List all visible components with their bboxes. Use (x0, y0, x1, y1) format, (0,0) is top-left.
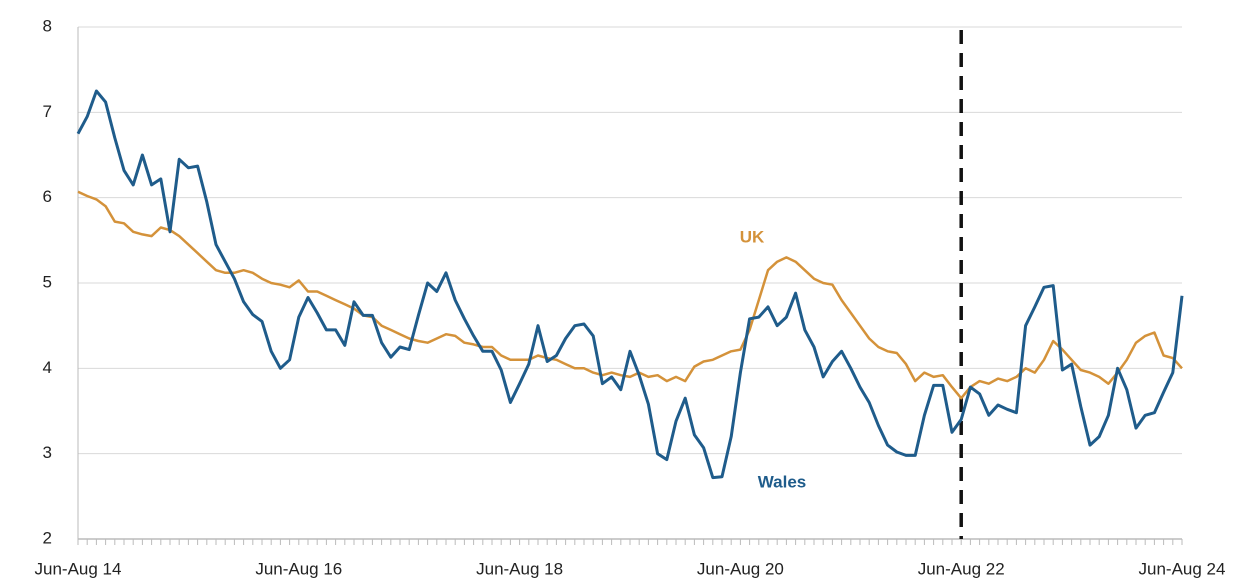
series-label: Wales (758, 472, 807, 491)
x-tick-label: Jun-Aug 14 (35, 559, 122, 578)
y-tick-label: 2 (43, 528, 52, 547)
x-tick-label: Jun-Aug 18 (476, 559, 563, 578)
series-line (77, 190, 1183, 400)
x-tick-label: Jun-Aug 20 (697, 559, 784, 578)
x-tick-label: Jun-Aug 16 (255, 559, 342, 578)
y-tick-label: 6 (43, 187, 52, 206)
series-label: UK (740, 227, 765, 246)
x-tick-label: Jun-Aug 24 (1139, 559, 1226, 578)
x-tick-label: Jun-Aug 22 (918, 559, 1005, 578)
y-tick-label: 3 (43, 443, 52, 462)
series-line (76, 89, 1184, 480)
y-tick-label: 4 (43, 358, 52, 377)
y-tick-label: 7 (43, 102, 52, 121)
y-tick-label: 8 (43, 16, 52, 35)
y-tick-label: 5 (43, 272, 52, 291)
